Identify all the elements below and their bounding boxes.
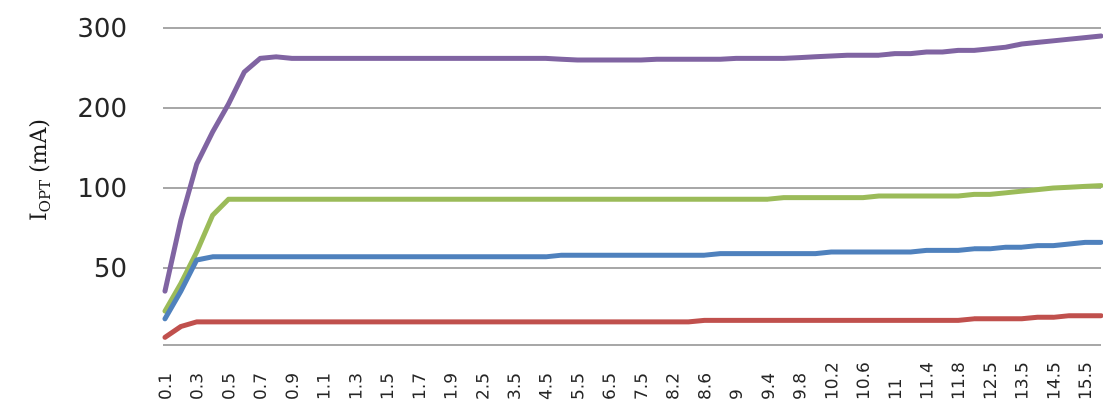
x-tick-label: 1.5 — [378, 373, 398, 400]
x-tick-label: 7.5 — [632, 373, 652, 400]
x-tick-label: 9.8 — [791, 373, 811, 400]
x-tick-label: 14.5 — [1044, 362, 1064, 400]
x-tick-label: 9 — [727, 389, 747, 400]
x-tick-label: 11.8 — [949, 362, 969, 400]
x-tick-label: 4.5 — [537, 373, 557, 400]
series-lines — [162, 33, 1103, 340]
x-tick-label: 1.7 — [410, 373, 430, 400]
y-axis-label: IOPT (mA) — [27, 119, 54, 221]
x-tick-label: 0.3 — [188, 373, 208, 400]
series-line-0 — [162, 33, 1103, 294]
series-line-3 — [162, 313, 1103, 340]
x-tick-label: 8.2 — [664, 373, 684, 400]
x-tick-label: 10.2 — [822, 362, 842, 400]
x-tick-label: 10.6 — [854, 362, 874, 400]
x-tick-label: 0.1 — [156, 373, 176, 400]
x-tick-label: 9.4 — [759, 373, 779, 400]
y-tick-label: 200 — [77, 94, 127, 124]
gridlines — [163, 27, 1101, 346]
x-tick-label: 0.5 — [219, 373, 239, 400]
x-tick-label: 8.6 — [695, 373, 715, 400]
y-tick-label: 50 — [94, 254, 127, 284]
x-tick-label: 15.5 — [1076, 362, 1096, 400]
y-tick-label: 300 — [77, 14, 127, 44]
y-axis-ticks: 50 100 200 300 — [77, 14, 127, 284]
x-tick-label: 3.5 — [505, 373, 525, 400]
series-line-2 — [162, 239, 1103, 322]
x-tick-label: 12.5 — [981, 362, 1001, 400]
x-tick-label: 2.5 — [473, 373, 493, 400]
y-tick-label: 100 — [77, 174, 127, 204]
x-tick-label: 11 — [886, 378, 906, 400]
x-tick-label: 1.3 — [346, 373, 366, 400]
x-tick-label: 6.5 — [600, 373, 620, 400]
x-tick-label: 1.9 — [442, 373, 462, 400]
x-axis-ticks: 0.1 0.3 0.5 0.7 0.9 1.1 1.3 1.5 1.7 1.9 2.5 3.5 4.5 5… — [156, 362, 1096, 400]
series-line-1 — [162, 183, 1103, 314]
x-tick-label: 11.4 — [917, 362, 937, 400]
x-tick-label: 13.5 — [1013, 362, 1033, 400]
x-tick-label: 5.5 — [568, 373, 588, 400]
x-tick-label: 0.9 — [283, 373, 303, 400]
x-tick-label: 1.1 — [315, 373, 335, 400]
x-tick-label: 0.7 — [251, 373, 271, 400]
